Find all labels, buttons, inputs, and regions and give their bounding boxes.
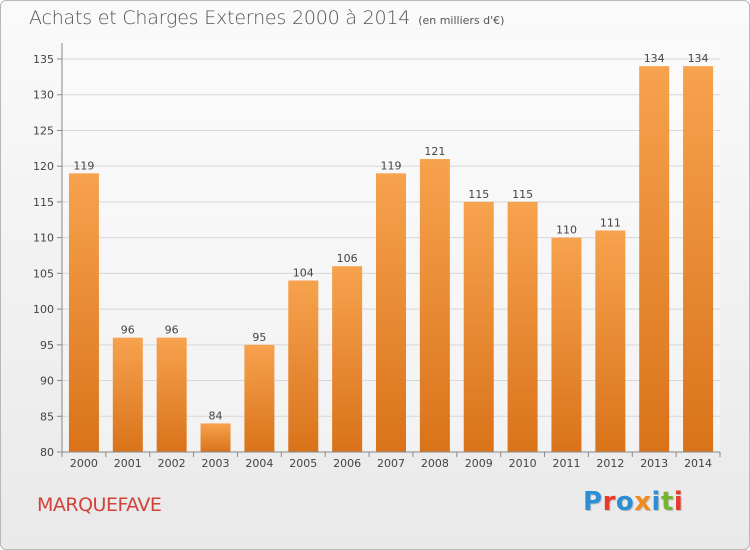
y-tick-label: 130 [33, 89, 54, 102]
x-tick-label: 2005 [289, 457, 317, 470]
data-label: 95 [252, 331, 266, 344]
bar-2010 [507, 201, 538, 452]
logo-letter: r [602, 487, 616, 517]
y-tick-label: 115 [33, 196, 54, 209]
data-label: 119 [381, 159, 402, 172]
data-label: 134 [688, 52, 709, 65]
data-label: 121 [424, 145, 445, 158]
y-tick-label: 85 [40, 410, 54, 423]
x-tick-label: 2012 [596, 457, 624, 470]
data-label: 115 [468, 188, 489, 201]
y-tick-label: 90 [40, 375, 54, 388]
y-tick-label: 95 [40, 339, 54, 352]
data-label: 115 [512, 188, 533, 201]
chart-title: Achats et Charges Externes 2000 à 2014 (e… [29, 7, 504, 29]
data-label: 96 [165, 324, 179, 337]
data-label: 104 [293, 267, 314, 280]
bar-2008 [419, 159, 450, 452]
x-tick-label: 2013 [640, 457, 668, 470]
data-label: 96 [121, 324, 135, 337]
logo-letter: i [651, 487, 661, 517]
x-tick-label: 2001 [114, 457, 142, 470]
x-tick-label: 2007 [377, 457, 405, 470]
y-tick-label: 125 [33, 124, 54, 137]
x-tick-label: 2002 [158, 457, 186, 470]
logo-letter: t [660, 487, 674, 517]
x-tick-label: 2006 [333, 457, 361, 470]
city-name: MARQUEFAVE [37, 494, 162, 516]
bar-2004 [244, 344, 275, 452]
bar-2002 [156, 337, 187, 452]
x-tick-label: 2004 [245, 457, 273, 470]
logo-letter: P [583, 487, 603, 517]
x-tick-label: 2011 [552, 457, 580, 470]
bar-2013 [639, 66, 670, 453]
y-tick-label: 120 [33, 160, 54, 173]
bar-2012 [595, 230, 626, 452]
bar-2001 [112, 337, 143, 452]
bar-2011 [551, 237, 582, 452]
data-label: 111 [600, 216, 621, 229]
bar-2003 [200, 423, 231, 452]
y-tick-label: 105 [33, 267, 54, 280]
bar-2006 [332, 266, 363, 452]
data-label: 110 [556, 224, 577, 237]
y-tick-label: 110 [33, 232, 54, 245]
data-label: 134 [644, 52, 665, 65]
bar-2014 [683, 66, 714, 453]
data-label: 106 [337, 252, 358, 265]
data-label: 84 [209, 409, 223, 422]
bar-2009 [463, 201, 494, 452]
y-tick-label: 135 [33, 53, 54, 66]
data-label: 119 [73, 159, 94, 172]
logo-letter: o [615, 487, 635, 517]
bar-2000 [68, 173, 99, 452]
y-tick-label: 100 [33, 303, 54, 316]
x-tick-label: 2010 [509, 457, 537, 470]
x-tick-label: 2003 [202, 457, 230, 470]
y-tick-label: 80 [40, 446, 54, 459]
x-tick-label: 2008 [421, 457, 449, 470]
bar-2005 [288, 280, 319, 452]
x-tick-label: 2009 [465, 457, 493, 470]
x-tick-label: 2014 [684, 457, 712, 470]
logo-letter: x [634, 487, 652, 517]
logo-letter: i [673, 487, 684, 517]
chart-unit: (en milliers d'€) [418, 14, 505, 27]
chart-title-text: Achats et Charges Externes 2000 à 2014 [29, 7, 411, 29]
bar-2007 [376, 173, 406, 452]
x-tick-label: 2000 [70, 457, 98, 470]
